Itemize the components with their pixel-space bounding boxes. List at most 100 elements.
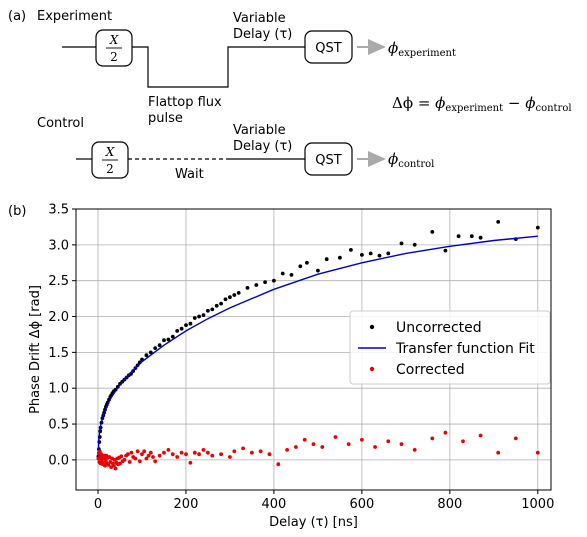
uncorrected-point (201, 313, 206, 317)
uncorrected-point (535, 225, 540, 230)
wait-label: Wait (175, 167, 204, 182)
equation-sub-control: control (535, 103, 571, 114)
legend-entry-0: Uncorrected (396, 320, 482, 336)
panel-b-label: (b) (8, 204, 26, 219)
uncorrected-point (386, 251, 391, 256)
equation-lhs: Δϕ (392, 94, 413, 112)
corrected-point (135, 449, 140, 454)
corrected-point (184, 452, 188, 457)
corrected-point (197, 452, 202, 457)
y-tick-label: 1.0 (48, 382, 69, 397)
uncorrected-point (469, 234, 474, 239)
chart-ticks: 0 200 400 600 800 1000 0.0 0.5 1.0 1.5 2.0 2.5 3.0 3.… (48, 203, 554, 513)
corrected-point (106, 463, 111, 467)
corrected-point (113, 466, 118, 471)
panel-a: (a) Experiment X 2 QST ϕexperiment Varia… (8, 9, 572, 182)
corrected-point (133, 456, 138, 461)
uncorrected-point (144, 353, 149, 358)
phi-control-symbol: ϕ (388, 150, 398, 168)
corrected-point (302, 437, 307, 442)
corrected-point (129, 450, 134, 455)
uncorrected-point (236, 291, 241, 295)
control-sequence: X 2 QST ϕcontrol Variable Delay (τ) Wait (76, 123, 434, 182)
corrected-point (267, 452, 272, 457)
y-tick-label: 0.0 (48, 453, 69, 468)
equation-equals: = (413, 94, 435, 112)
corrected-point (175, 455, 180, 459)
experiment-gate-num: X (109, 33, 119, 47)
uncorrected-point (430, 230, 435, 234)
uncorrected-point (360, 253, 364, 257)
corrected-point (137, 459, 142, 464)
flux-pulse-label-1: Flattop flux (148, 95, 222, 110)
control-gate-num: X (105, 145, 115, 159)
legend-point-swatch (369, 366, 375, 372)
corrected-point (126, 452, 130, 457)
corrected-point (201, 448, 206, 452)
equation-phi-1: ϕ (435, 94, 445, 112)
equation-minus: − (503, 94, 525, 112)
corrected-point (430, 436, 435, 441)
corrected-point (140, 452, 144, 457)
phi-experiment: ϕexperiment (388, 39, 456, 59)
control-label: Control (37, 116, 84, 131)
experiment-qst-label: QST (315, 41, 341, 56)
y-axis-label: Phase Drift Δϕ [rad] (28, 285, 43, 414)
control-delay-label: Delay (τ) (233, 139, 292, 154)
equation-phi-2: ϕ (525, 94, 535, 112)
uncorrected-point (192, 316, 197, 320)
uncorrected-point (298, 264, 303, 269)
uncorrected-point (162, 338, 166, 343)
corrected-point (241, 446, 246, 451)
phase-drift-chart: 0 200 400 600 800 1000 0.0 0.5 1.0 1.5 2.0 2.5 3.0 3.… (28, 203, 554, 531)
uncorrected-point (179, 326, 184, 331)
experiment-variable-label: Variable (233, 11, 286, 26)
y-tick-label: 2.5 (48, 274, 69, 289)
corrected-point (311, 442, 316, 446)
uncorrected-point (214, 303, 219, 308)
fit-line (97, 235, 538, 460)
corrected-point (188, 460, 193, 465)
corrected-point (333, 435, 338, 439)
uncorrected-point (377, 253, 382, 258)
y-tick-label: 1.5 (48, 346, 69, 361)
corrected-point (162, 450, 166, 455)
uncorrected-point (245, 286, 250, 290)
uncorrected-point (210, 307, 215, 312)
x-tick-label: 800 (437, 497, 462, 512)
corrected-point (142, 449, 147, 454)
corrected-point (146, 453, 151, 458)
corrected-point (285, 448, 289, 452)
uncorrected-point (324, 257, 329, 262)
uncorrected-point (280, 271, 285, 276)
y-tick-label: 2.0 (48, 310, 69, 325)
corrected-point (478, 433, 483, 438)
x-tick-label: 600 (349, 497, 374, 512)
uncorrected-point (254, 283, 259, 287)
uncorrected-point (153, 346, 158, 350)
corrected-point (250, 450, 254, 455)
uncorrected-point (272, 278, 276, 283)
corrected-point (151, 455, 155, 459)
corrected-point (179, 450, 184, 455)
corrected-point (412, 448, 417, 452)
corrected-point (513, 436, 518, 441)
uncorrected-point (456, 234, 461, 239)
corrected-point (276, 462, 281, 467)
uncorrected-point (289, 273, 294, 277)
delta-phi-equation: Δϕ = ϕexperiment − ϕcontrol (392, 94, 572, 114)
experiment-delay-label: Delay (τ) (233, 27, 292, 42)
control-qst-box (304, 142, 353, 176)
uncorrected-point (170, 334, 175, 339)
corrected-point (258, 449, 263, 454)
uncorrected-point (157, 343, 162, 348)
corrected-point (535, 450, 540, 455)
equation-sub-experiment: experiment (445, 103, 503, 114)
corrected-point (232, 449, 237, 454)
y-tick-label: 3.5 (48, 203, 69, 218)
legend-entry-1: Transfer function Fit (395, 341, 535, 357)
uncorrected-point (478, 235, 483, 240)
corrected-point (119, 454, 124, 459)
control-variable-label: Variable (233, 123, 286, 138)
